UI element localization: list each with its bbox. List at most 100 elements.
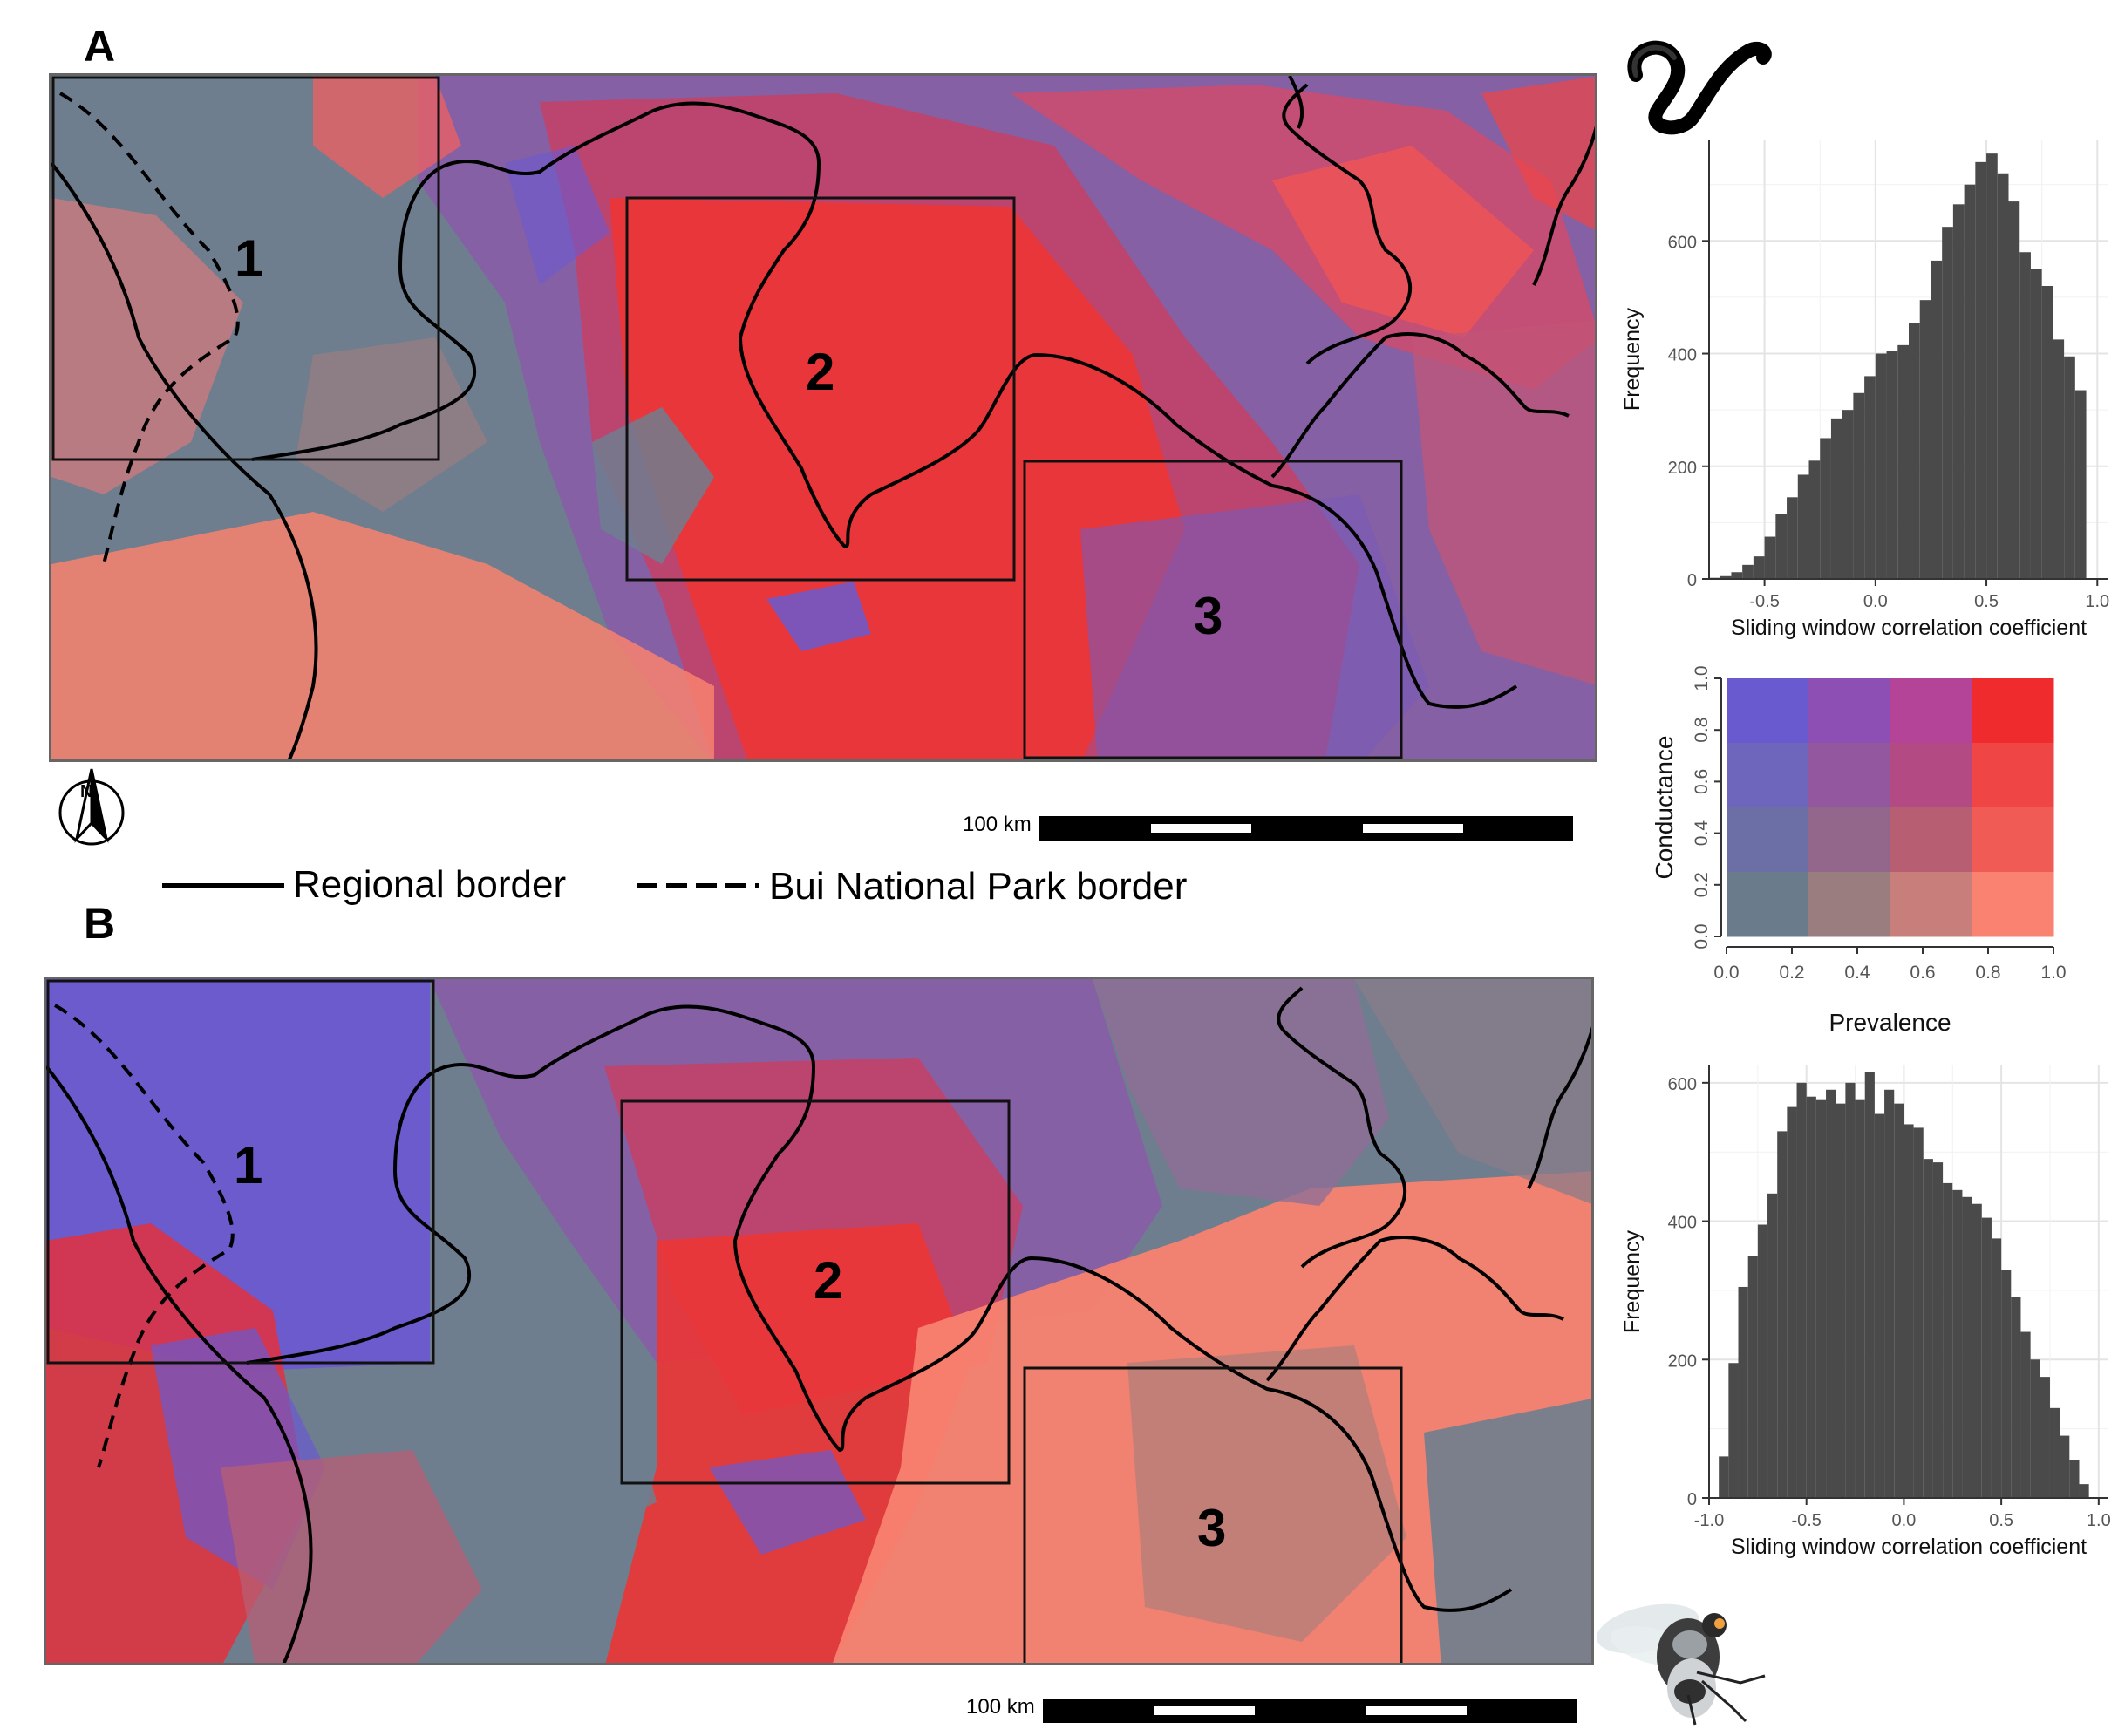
panel-label-b: B: [84, 899, 116, 948]
histogram-bar: [2008, 201, 2020, 580]
histogram-bar: [1845, 1082, 1856, 1498]
histogram-bar: [1738, 1286, 1748, 1498]
legend-x-tick-label: 1.0: [2040, 963, 2066, 983]
blackfly-icon: [1597, 1603, 1766, 1726]
histogram-bar: [2064, 356, 2075, 579]
histogram-bar: [1964, 184, 1976, 579]
histogram-bar: [1815, 1099, 1827, 1498]
legend-cell: [1890, 872, 1972, 937]
histogram-bar: [1981, 1217, 1992, 1498]
legend-y-tick-label: 0.0: [1692, 923, 1712, 949]
region-label-3: 3: [1194, 587, 1223, 645]
scale-bar-a: [1039, 816, 1573, 841]
legend-x-tick-label: 0.6: [1910, 963, 1935, 983]
histogram-bar: [2001, 1270, 2012, 1498]
x-tick-label: -1.0: [1694, 1511, 1724, 1530]
legend-cell: [1808, 872, 1890, 937]
histogram-bar: [2030, 269, 2042, 579]
histogram-bar: [2040, 1377, 2050, 1498]
x-tick-label: 0.5: [1974, 592, 1999, 611]
legend-cell: [1727, 678, 1809, 744]
histogram-bar: [1972, 1203, 1982, 1498]
histogram-bar: [2030, 1359, 2040, 1498]
legend-cell: [1808, 678, 1890, 744]
histogram-bar: [1904, 1124, 1914, 1498]
histogram-bar: [1753, 556, 1765, 579]
legend-cell: [1808, 743, 1890, 808]
histogram-bar: [1853, 392, 1865, 579]
histogram-bar: [1842, 410, 1854, 579]
histogram-bar: [1787, 497, 1798, 579]
histogram-bar: [1767, 1193, 1778, 1498]
histogram-bar: [1942, 227, 1953, 579]
x-tick-label: 0.0: [1863, 592, 1888, 611]
panel-label-a: A: [84, 22, 116, 71]
histogram-bar: [1775, 514, 1788, 579]
y-tick-label: 0: [1687, 571, 1697, 590]
study-box-3: [1023, 1366, 1403, 1663]
study-box-3: [1023, 460, 1403, 759]
y-axis-title: Frequency: [1620, 307, 1645, 411]
histogram-bar: [2053, 339, 2065, 579]
scale-bar-b: [1043, 1699, 1577, 1723]
histogram-bar: [1731, 572, 1743, 579]
region-label-2: 2: [814, 1251, 842, 1310]
x-tick-label: -0.5: [1791, 1511, 1821, 1530]
map-panel-a: 1 2 3: [49, 73, 1597, 762]
histogram-bar: [1747, 1256, 1758, 1498]
legend-cell: [1727, 872, 1809, 937]
legend-y-tick-label: 1.0: [1692, 665, 1712, 691]
study-box-2: [620, 1099, 1011, 1485]
legend-cell: [1890, 743, 1972, 808]
legend-y-tick-label: 0.2: [1692, 872, 1712, 897]
legend-y-tick-label: 0.4: [1692, 820, 1712, 847]
histogram-bar: [1836, 1103, 1846, 1498]
study-box-1: [46, 979, 435, 1365]
legend-cell: [1890, 807, 1972, 873]
x-tick-label: 1.0: [2085, 592, 2109, 611]
legend-x-tick-label: 0.0: [1713, 963, 1739, 983]
svg-text:N: N: [80, 782, 92, 801]
legend-x-title: Prevalence: [1829, 1009, 1951, 1036]
histogram-bar: [1864, 1072, 1875, 1498]
histogram-bar: [1962, 1196, 1972, 1498]
study-box-2: [625, 196, 1016, 582]
legend-cell: [1972, 807, 2054, 873]
histogram-bar: [2049, 1407, 2060, 1498]
histogram-bar: [1909, 323, 1920, 579]
nematode-worm-icon: [1627, 40, 1772, 135]
histogram-bar: [1820, 438, 1831, 579]
histogram-bar: [1864, 376, 1876, 579]
region-label-3: 3: [1197, 1499, 1226, 1557]
histogram-bar: [1952, 1189, 1963, 1498]
histogram-bar: [1997, 173, 2009, 579]
histogram-bar: [1894, 1103, 1904, 1498]
north-arrow-icon: N: [58, 768, 125, 846]
y-tick-label: 600: [1668, 1075, 1697, 1094]
park-border-label: Bui National Park border: [769, 865, 1188, 908]
legend-x-tick-label: 0.2: [1779, 963, 1804, 983]
legend-y-tick-label: 0.8: [1692, 718, 1712, 743]
histogram-bar: [1886, 351, 1898, 579]
histogram-bar: [1991, 1238, 2002, 1498]
histogram-bar: [1826, 1089, 1836, 1498]
legend-x-tick-label: 0.4: [1844, 963, 1870, 983]
histogram-bar: [2041, 286, 2053, 579]
y-tick-label: 200: [1668, 1351, 1697, 1371]
histogram-bar: [1874, 1113, 1885, 1498]
histogram-bar: [1913, 1127, 1924, 1498]
scale-label-a: 100 km: [963, 813, 1032, 836]
study-box-1: [51, 76, 440, 461]
histogram-panel-a: 0 200 400 600 -0.5 0.0 0.5 1.0 Sliding window co…: [1620, 140, 2109, 640]
histogram-bar: [1943, 1182, 1953, 1498]
histogram-bar: [1932, 1162, 1944, 1498]
histogram-bar: [1986, 153, 1998, 579]
histogram-bar: [2019, 252, 2031, 579]
region-label-1: 1: [235, 229, 263, 288]
histogram-bar: [1875, 353, 1887, 579]
region-label-2: 2: [806, 343, 834, 401]
map-panel-b: 1 2 3: [44, 977, 1594, 1665]
dashed-line-icon: [637, 883, 759, 888]
legend-x-tick-label: 0.8: [1975, 963, 2000, 983]
